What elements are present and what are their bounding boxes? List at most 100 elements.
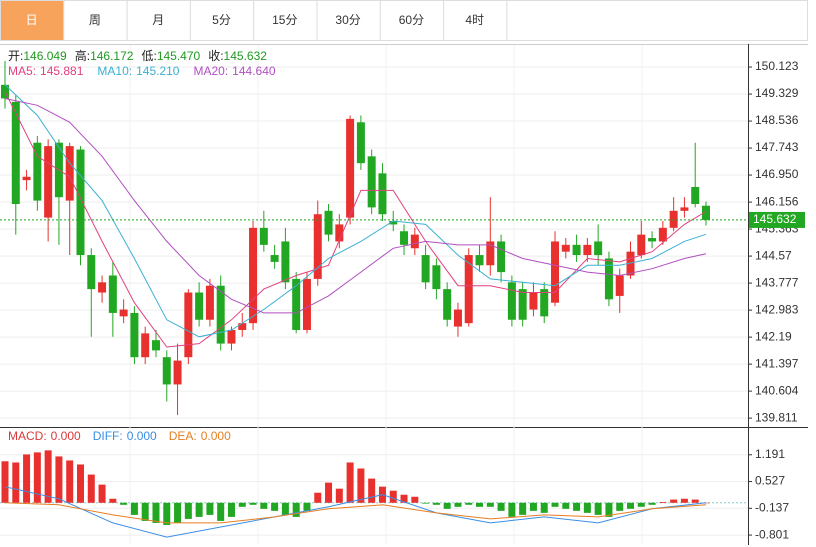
macd-bar: [583, 502, 591, 513]
macd-bar: [217, 502, 225, 521]
candle-body: [680, 207, 689, 211]
y-tick-label: 146.156: [755, 194, 799, 208]
tab[interactable]: [189, 0, 255, 41]
macd-bar: [670, 499, 678, 503]
candle-body: [335, 224, 344, 242]
macd-bar: [346, 462, 354, 503]
candle-body: [259, 227, 268, 245]
macd-bar: [519, 502, 527, 515]
legend-name: MACD:: [8, 429, 47, 443]
tab-label[interactable]: 30分: [335, 13, 360, 27]
macd-bar: [573, 502, 581, 511]
candle-body: [173, 360, 182, 385]
candle-body: [507, 282, 516, 320]
legend-value: 145.210: [136, 64, 180, 78]
macd-bar: [616, 502, 624, 511]
ohlc-value: 146.049: [23, 49, 67, 63]
y-tick-label: 146.950: [755, 167, 799, 181]
tab-label[interactable]: 60分: [399, 13, 424, 27]
y-tick-label: 139.811: [755, 410, 798, 424]
legend-name: MA10:: [97, 64, 132, 78]
macd-bar: [281, 502, 289, 515]
ohlc-label: 低:: [141, 49, 156, 63]
tab-label[interactable]: 月: [152, 13, 164, 27]
candle-body: [162, 357, 171, 385]
macd-bar: [540, 502, 548, 513]
candle-body: [87, 255, 96, 290]
legend-value: 0.000: [127, 429, 157, 443]
macd-bar: [141, 502, 149, 521]
candle-body: [432, 265, 441, 290]
candle-body: [378, 173, 387, 215]
candle-body: [615, 275, 624, 296]
macd-bar: [23, 454, 31, 503]
macd-bar: [389, 490, 397, 503]
candle-body: [604, 258, 613, 300]
candle-body: [65, 146, 74, 201]
macd-bar: [486, 502, 494, 507]
macd-bar: [260, 502, 268, 509]
tab[interactable]: [63, 0, 128, 41]
tab[interactable]: [316, 0, 381, 41]
line-series: [4, 91, 707, 348]
macd-bar: [648, 502, 656, 505]
candle-body: [702, 205, 710, 220]
y-tick-label: 0.527: [755, 474, 785, 488]
candle-body: [346, 118, 355, 218]
candle-body: [400, 231, 409, 245]
line-series: [4, 84, 707, 338]
candle-body: [486, 241, 495, 266]
ma-legend: MA5: 145.881 MA10: 145.210 MA20: 144.640: [8, 64, 276, 78]
candle-body: [572, 244, 581, 256]
macd-bar: [422, 502, 430, 504]
candle-body: [33, 142, 42, 201]
candle-body: [324, 210, 333, 235]
y-tick-label: 148.536: [755, 113, 799, 127]
tab[interactable]: [0, 0, 65, 41]
macd-bar: [476, 502, 484, 507]
macd-bar: [443, 502, 451, 509]
candle-body: [389, 221, 398, 225]
candle-body: [108, 275, 117, 313]
macd-bar: [33, 452, 41, 503]
tab-label[interactable]: 5分: [212, 13, 231, 27]
candle-body: [205, 285, 214, 320]
macd-bar: [551, 502, 559, 507]
candle-body: [529, 292, 538, 310]
candle-body: [98, 282, 107, 293]
y-tick-label: 1.191: [755, 447, 785, 461]
legend-name: DIFF:: [93, 429, 123, 443]
macd-bar: [152, 502, 160, 523]
tab-label[interactable]: 日: [26, 13, 38, 27]
macd-bar: [357, 468, 365, 503]
legend-name: MA5:: [8, 64, 36, 78]
macd-bar: [195, 502, 203, 517]
tab-label[interactable]: 4时: [465, 13, 484, 27]
macd-bar: [184, 502, 192, 519]
last-price-label: 145.632: [753, 212, 797, 226]
macd-bar: [465, 502, 473, 505]
tab[interactable]: [379, 0, 445, 41]
tab-label[interactable]: 15分: [272, 13, 297, 27]
y-tick-label: 143.777: [755, 275, 799, 289]
candle-body: [141, 333, 150, 358]
tab[interactable]: [253, 0, 318, 41]
macd-bar: [335, 488, 343, 503]
tab[interactable]: [443, 0, 508, 41]
candle-body: [302, 278, 311, 330]
macd-bar: [249, 502, 257, 505]
candle-body: [443, 289, 452, 320]
y-tick-label: 149.329: [755, 86, 799, 100]
candle-body: [184, 292, 193, 358]
macd-bar: [206, 502, 214, 515]
macd-bar: [163, 502, 171, 525]
macd-bar: [562, 502, 570, 509]
macd-bar: [120, 502, 128, 505]
ohlc-value: 146.172: [90, 49, 134, 63]
macd-bar: [680, 498, 688, 503]
candle-body: [22, 176, 31, 181]
tab-label[interactable]: 周: [89, 13, 101, 27]
candle-body: [238, 323, 247, 330]
legend-name: MA20:: [193, 64, 228, 78]
candle-body: [356, 122, 365, 164]
